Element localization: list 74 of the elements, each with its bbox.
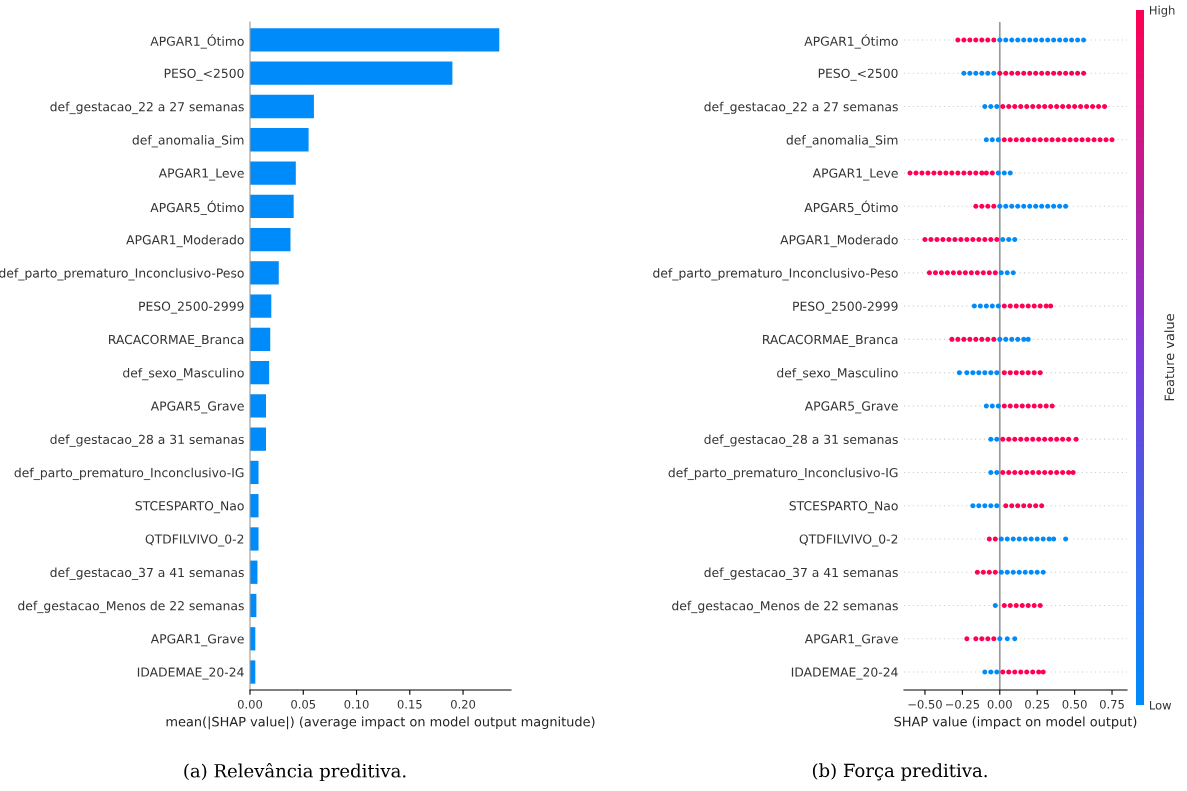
y-tick-label: APGAR1_Grave [150, 634, 244, 647]
y-tick-label: PESO_<2500 [164, 68, 244, 81]
bar [250, 460, 259, 485]
x-tick-label: 0.50 [1062, 699, 1087, 709]
bar [250, 28, 500, 52]
x-tick-label: 0.20 [450, 699, 476, 709]
y-tick-label: APGAR1_Moderado [780, 234, 898, 248]
y-tick-label: RACACORMAE_Branca [109, 334, 244, 347]
x-axis-title: mean(|SHAP value|) (average impact on model output magnitude) [166, 716, 595, 730]
y-tick-label: def_gestacao_37 a 41 semanas [704, 567, 898, 580]
y-tick-label: STCESPARTO_Nao [135, 501, 244, 514]
text: (b) Força preditiva. [812, 763, 987, 781]
bar [250, 494, 259, 518]
bar [250, 128, 309, 152]
y-tick-label: def_anomalia_Sim [132, 135, 244, 148]
x-tick-label: 0.15 [397, 699, 422, 709]
bar [250, 527, 259, 551]
x-tick-label: 0.05 [291, 699, 316, 709]
bar [250, 427, 266, 451]
y-tick-label: APGAR1_Grave [804, 634, 898, 647]
y-tick-label: def_parto_prematuro_Inconclusivo-IG [14, 467, 244, 481]
y-tick-label: def_gestacao_Menos de 22 semanas [672, 600, 898, 614]
x-tick-label: 0.00 [987, 699, 1012, 709]
y-tick-label: PESO_<2500 [818, 68, 898, 81]
y-tick-label: RACACORMAE_Branca [763, 334, 898, 347]
y-tick-label: APGAR1_Moderado [126, 234, 244, 248]
y-tick-label: def_sexo_Masculino [777, 367, 898, 381]
bar [250, 194, 294, 218]
bar [250, 360, 270, 385]
y-tick-label: def_parto_prematuro_Inconclusivo-Peso [653, 268, 898, 281]
bar [250, 61, 453, 85]
y-tick-label: QTDFILVIVO_0-2 [799, 534, 898, 547]
x-tick-label: 0.75 [1099, 699, 1124, 709]
bar [250, 394, 266, 418]
y-tick-label: APGAR5_Grave [150, 401, 244, 414]
x-tick-label: 0.25 [1025, 699, 1050, 709]
y-tick-label: def_gestacao_28 a 31 semanas [704, 434, 898, 447]
bar [250, 227, 291, 252]
bar [250, 261, 279, 285]
y-tick-label: def_gestacao_28 a 31 semanas [50, 434, 244, 447]
color-bar-label: High [1149, 5, 1175, 17]
y-tick-label: APGAR1_Ótimo [804, 34, 898, 49]
x-tick-label: −0.50 [908, 699, 942, 709]
bar [250, 94, 314, 119]
y-tick-label: def_gestacao_37 a 41 semanas [50, 567, 244, 580]
text: (a) Relevância preditiva. [184, 762, 406, 782]
bar [250, 161, 296, 185]
y-tick-label: APGAR5_Ótimo [804, 200, 898, 215]
color-bar-title: Feature value [1164, 314, 1175, 401]
y-tick-label: def_anomalia_Sim [786, 135, 898, 148]
x-tick-label: 0.10 [344, 699, 369, 709]
y-tick-label: PESO_2500-2999 [139, 301, 244, 314]
y-tick-label: IDADEMAE_20-24 [791, 667, 898, 680]
bar [250, 294, 272, 318]
y-tick-label: def_parto_prematuro_Inconclusivo-IG [668, 467, 898, 481]
y-tick-label: def_gestacao_22 a 27 semanas [50, 101, 244, 115]
y-tick-label: APGAR5_Grave [804, 401, 898, 414]
y-tick-label: APGAR1_Ótimo [150, 34, 244, 49]
y-tick-label: PESO_2500-2999 [793, 301, 898, 314]
color-bar-label: Low [1149, 700, 1172, 710]
x-axis-title: SHAP value (impact on model output) [894, 716, 1137, 729]
y-tick-label: STCESPARTO_Nao [789, 501, 898, 514]
y-tick-label: QTDFILVIVO_0-2 [145, 534, 244, 547]
y-tick-label: def_sexo_Masculino [123, 367, 244, 381]
y-tick-label: def_parto_prematuro_Inconclusivo-Peso [0, 268, 244, 281]
y-tick-label: APGAR5_Ótimo [150, 200, 244, 215]
x-tick-label: 0.00 [237, 699, 263, 709]
y-tick-label: APGAR1_Leve [812, 168, 898, 181]
y-tick-label: def_gestacao_Menos de 22 semanas [18, 600, 244, 614]
y-tick-label: def_gestacao_22 a 27 semanas [704, 101, 898, 115]
y-tick-label: APGAR1_Leve [158, 168, 244, 181]
y-tick-label: IDADEMAE_20-24 [137, 667, 244, 680]
bar [250, 327, 271, 352]
x-tick-label: −0.25 [945, 699, 980, 709]
